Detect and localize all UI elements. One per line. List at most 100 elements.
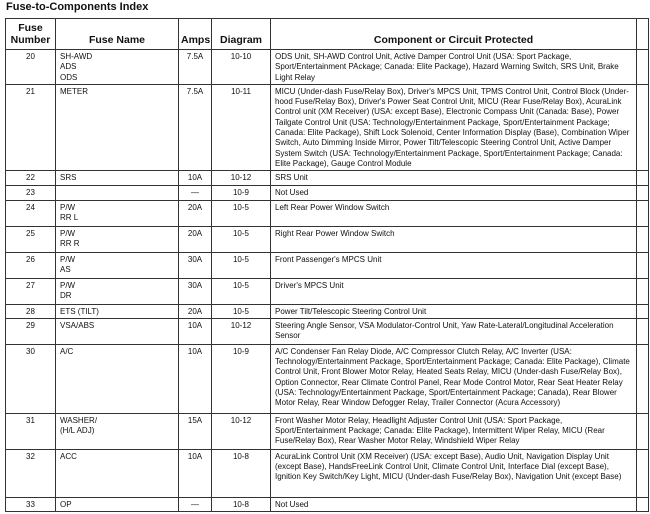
diagram-cell: 10-12 (211, 170, 271, 187)
table-row: 28 ETS (TILT) 20A 10-5 Power Tilt/Telescopic… (5, 303, 649, 319)
amps-cell: 15A (178, 412, 212, 450)
diagram-cell: 10-12 (211, 317, 271, 345)
amps-cell: 7.5A (178, 83, 212, 172)
components-cell: SRS Unit (270, 170, 637, 187)
components-cell: MICU (Under-dash Fuse/Relay Box), Driver… (270, 83, 637, 172)
table-row: 31 WASHER/ (H/L ADJ) 15A 10-12 Front Washer … (5, 412, 649, 450)
fuse-number-cell: 32 (5, 448, 56, 498)
amps-cell: 30A (178, 277, 212, 305)
extra-cell (636, 49, 649, 85)
components-cell: Front Washer Motor Relay, Headlight Adju… (270, 412, 637, 450)
diagram-cell: 10-9 (211, 343, 271, 414)
diagram-cell: 10-12 (211, 412, 271, 450)
fuse-number-cell: 21 (5, 83, 56, 172)
diagram-cell: 10-11 (211, 83, 271, 172)
fuse-name-cell: ACC (55, 448, 179, 498)
fuse-number-cell: 20 (5, 49, 56, 85)
extra-cell (636, 277, 649, 305)
table-row: 22 SRS 10A 10-12 SRS Unit (5, 170, 649, 187)
diagram-cell: 10-8 (211, 496, 271, 513)
components-cell: A/C Condenser Fan Relay Diode, A/C Compr… (270, 343, 637, 414)
table-row: 32 ACC 10A 10-8 AcuraLink Control Unit (XM R… (5, 448, 649, 498)
diagram-cell: 10-5 (211, 277, 271, 305)
fuse-table: Fuse Number Fuse Name Amps Diagram Compo… (5, 18, 649, 513)
fuse-name-cell: OP (55, 496, 179, 513)
fuse-name-cell: WASHER/ (H/L ADJ) (55, 412, 179, 450)
extra-cell (636, 448, 649, 498)
extra-cell (636, 225, 649, 253)
amps-cell: 7.5A (178, 49, 212, 85)
extra-cell (636, 199, 649, 227)
extra-cell (636, 412, 649, 450)
fuse-name-cell: ETS (TILT) (55, 303, 179, 319)
diagram-cell: 10-9 (211, 185, 271, 201)
diagram-cell: 10-5 (211, 225, 271, 253)
fuse-name-cell: P/W DR (55, 277, 179, 305)
amps-cell: 20A (178, 225, 212, 253)
extra-cell (636, 343, 649, 414)
header-amps: Amps (178, 18, 212, 50)
table-row: 21 METER 7.5A 10-11 MICU (Under-dash Fuse/Re… (5, 83, 649, 172)
header-fuse-number: Fuse Number (5, 18, 56, 50)
amps-cell: 20A (178, 303, 212, 319)
fuse-number-cell: 27 (5, 277, 56, 305)
diagram-cell: 10-8 (211, 448, 271, 498)
components-cell: Driver's MPCS Unit (270, 277, 637, 305)
extra-cell (636, 496, 649, 513)
table-row: 25 P/W RR R 20A 10-5 Right Rear Power Window… (5, 225, 649, 253)
table-row: 24 P/W RR L 20A 10-5 Left Rear Power Window … (5, 199, 649, 227)
fuse-name-cell: METER (55, 83, 179, 172)
header-component: Component or Circuit Protected (270, 18, 637, 50)
header-diagram: Diagram (211, 18, 271, 50)
fuse-name-cell: VSA/ABS (55, 317, 179, 345)
table-row: 30 A/C 10A 10-9 A/C Condenser Fan Relay Diod… (5, 343, 649, 414)
extra-cell (636, 317, 649, 345)
extra-cell (636, 185, 649, 201)
extra-cell (636, 170, 649, 187)
fuse-number-cell: 26 (5, 251, 56, 279)
fuse-number-cell: 31 (5, 412, 56, 450)
table-row: 26 P/W AS 30A 10-5 Front Passenger's MPCS Un… (5, 251, 649, 279)
amps-cell: 20A (178, 199, 212, 227)
diagram-cell: 10-5 (211, 303, 271, 319)
header-fuse-name: Fuse Name (55, 18, 179, 50)
fuse-name-cell: P/W RR L (55, 199, 179, 227)
components-cell: Right Rear Power Window Switch (270, 225, 637, 253)
amps-cell: — (178, 185, 212, 201)
extra-cell (636, 251, 649, 279)
fuse-number-cell: 29 (5, 317, 56, 345)
amps-cell: 10A (178, 317, 212, 345)
amps-cell: 10A (178, 343, 212, 414)
header-extra (636, 18, 649, 50)
fuse-name-cell (55, 185, 179, 201)
amps-cell: — (178, 496, 212, 513)
fuse-number-cell: 25 (5, 225, 56, 253)
components-cell: ODS Unit, SH-AWD Control Unit, Active Da… (270, 49, 637, 85)
fuse-number-cell: 33 (5, 496, 56, 513)
table-row: 33 OP —10-8 Not Used (5, 496, 649, 513)
fuse-name-cell: P/W RR R (55, 225, 179, 253)
diagram-cell: 10-5 (211, 251, 271, 279)
components-cell: Front Passenger's MPCS Unit (270, 251, 637, 279)
diagram-cell: 10-5 (211, 199, 271, 227)
table-row: 20 SH-AWD ADS ODS 7.5A 10-10 ODS Unit, SH-AW… (5, 49, 649, 85)
components-cell: AcuraLink Control Unit (XM Receiver) (US… (270, 448, 637, 498)
components-cell: Not Used (270, 185, 637, 201)
amps-cell: 10A (178, 448, 212, 498)
table-row: 27 P/W DR 30A 10-5 Driver's MPCS Unit (5, 277, 649, 305)
components-cell: Power Tilt/Telescopic Steering Control U… (270, 303, 637, 319)
extra-cell (636, 303, 649, 319)
components-cell: Steering Angle Sensor, VSA Modulator-Con… (270, 317, 637, 345)
fuse-number-cell: 30 (5, 343, 56, 414)
fuse-name-cell: SRS (55, 170, 179, 187)
diagram-cell: 10-10 (211, 49, 271, 85)
fuse-name-cell: A/C (55, 343, 179, 414)
fuse-name-cell: P/W AS (55, 251, 179, 279)
components-cell: Not Used (270, 496, 637, 513)
table-row: 23 —10-9 Not Used (5, 185, 649, 201)
page-title: Fuse-to-Components Index (6, 1, 149, 13)
fuse-number-cell: 28 (5, 303, 56, 319)
amps-cell: 10A (178, 170, 212, 187)
table-header: Fuse Number Fuse Name Amps Diagram Compo… (5, 18, 649, 50)
extra-cell (636, 83, 649, 172)
